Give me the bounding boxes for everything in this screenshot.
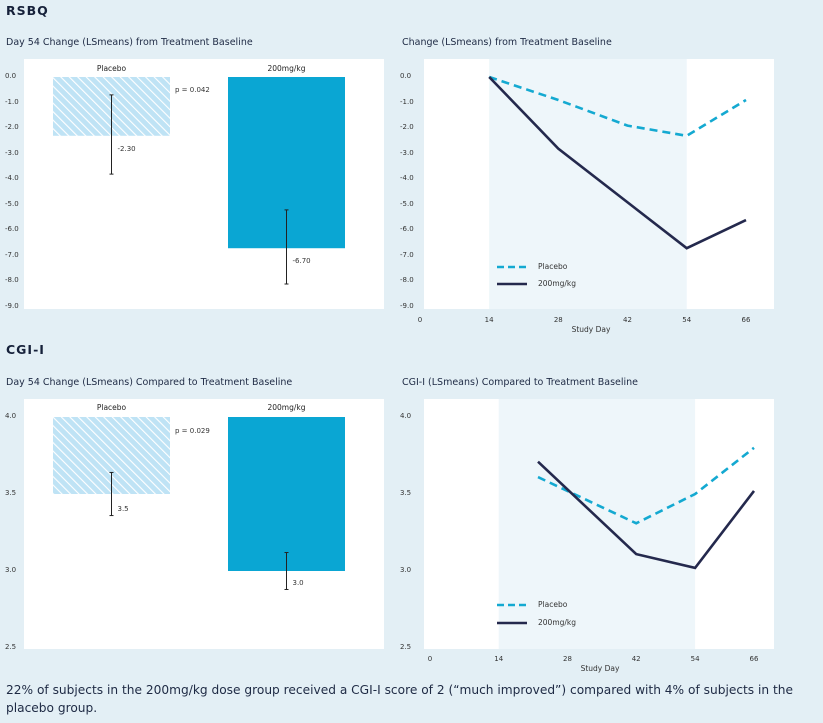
section-title-cgi: CGI-I <box>6 342 45 357</box>
legend-dose-swatch <box>497 282 527 286</box>
legend-dose-swatch <box>497 621 527 625</box>
xtick: 42 <box>631 655 641 663</box>
legend-placebo-label: Placebo <box>538 600 568 609</box>
cgi_line-ytick: 2.5 <box>400 643 412 651</box>
xtick: 28 <box>553 316 563 324</box>
legend-placebo-swatch <box>497 265 527 269</box>
x-axis-label: Study Day <box>571 325 611 334</box>
category-label: Placebo <box>96 64 127 73</box>
rsbq_bar-ytick: -4.0 <box>5 174 19 183</box>
treatment-window-shade <box>498 399 696 649</box>
rsbq_line-ytick: -8.0 <box>400 276 414 285</box>
cgi_bar-ytick: 2.5 <box>5 643 17 651</box>
p-value: p = 0.029 <box>175 427 210 435</box>
rsbq_bar-ytick: -1.0 <box>5 97 19 106</box>
cgi_bar-ytick: 3.0 <box>5 566 17 574</box>
rsbq_line-ytick: -6.0 <box>400 225 414 234</box>
placebo-line <box>537 446 755 525</box>
footer-note: 22% of subjects in the 200mg/kg dose gro… <box>6 683 794 715</box>
rsbq_line-ytick: -1.0 <box>400 97 414 106</box>
rsbq_line-ytick: -9.0 <box>400 302 414 310</box>
rsbq_line-ytick: -7.0 <box>400 250 414 259</box>
rsbq_bar-ytick: -3.0 <box>5 148 19 157</box>
rsbq_line-ytick: -5.0 <box>400 199 414 208</box>
rsbq-bar-chart-title: Day 54 Change (LSmeans) from Treatment B… <box>6 37 253 48</box>
cgi-bar-chart-title: Day 54 Change (LSmeans) Compared to Trea… <box>6 377 293 388</box>
rsbq_line-ytick: -4.0 <box>400 174 414 183</box>
legend-dose-label: 200mg/kg <box>538 279 577 288</box>
rsbq_line-ytick: -2.0 <box>400 123 414 132</box>
legend-placebo-swatch <box>497 603 527 607</box>
rsbq-line-chart-title: Change (LSmeans) from Treatment Baseline <box>402 37 612 48</box>
legend-dose-label: 200mg/kg <box>538 618 577 627</box>
legend-placebo-label: Placebo <box>538 262 568 271</box>
value-label: -6.70 <box>292 257 311 266</box>
cgi_bar-ytick: 3.5 <box>5 489 17 497</box>
rsbq_bar-ytick: 0.0 <box>5 72 17 80</box>
rsbq_bar-ytick: -9.0 <box>5 302 19 310</box>
category-label: 200mg/kg <box>267 64 306 73</box>
category-label: Placebo <box>96 403 127 412</box>
rsbq_bar-ytick: -6.0 <box>5 225 19 234</box>
dose-bar <box>228 417 345 571</box>
xtick: 54 <box>682 316 692 324</box>
value-label: -2.30 <box>117 144 136 153</box>
p-value: p = 0.042 <box>175 86 210 94</box>
rsbq_line-ytick: 0.0 <box>400 72 412 80</box>
cgi_line-ytick: 4.0 <box>400 412 412 420</box>
rsbq_bar-ytick: -8.0 <box>5 276 19 285</box>
dose-line <box>488 76 747 250</box>
xtick: 66 <box>749 655 759 663</box>
dose-line <box>537 460 756 570</box>
xtick: 0 <box>417 316 423 324</box>
xtick: 54 <box>690 655 700 663</box>
x-axis-label: Study Day <box>580 664 620 673</box>
xtick: 14 <box>484 316 494 324</box>
rsbq_bar-ytick: -5.0 <box>5 199 19 208</box>
section-title-rsbq: RSBQ <box>6 3 49 18</box>
xtick: 0 <box>427 655 433 663</box>
rsbq_bar-ytick: -2.0 <box>5 123 19 132</box>
xtick: 14 <box>494 655 504 663</box>
value-label: 3.5 <box>117 505 129 513</box>
value-label: 3.0 <box>292 579 304 587</box>
rsbq_bar-ytick: -7.0 <box>5 250 19 259</box>
rsbq_line-ytick: -3.0 <box>400 148 414 157</box>
cgi_line-ytick: 3.5 <box>400 489 412 497</box>
category-label: 200mg/kg <box>267 403 306 412</box>
cgi-line-chart-title: CGI-I (LSmeans) Compared to Treatment Ba… <box>402 377 639 388</box>
xtick: 28 <box>562 655 572 663</box>
cgi_line-ytick: 3.0 <box>400 566 412 574</box>
placebo-line <box>488 75 747 138</box>
cgi_bar-ytick: 4.0 <box>5 412 17 420</box>
xtick: 66 <box>741 316 751 324</box>
xtick: 42 <box>622 316 632 324</box>
